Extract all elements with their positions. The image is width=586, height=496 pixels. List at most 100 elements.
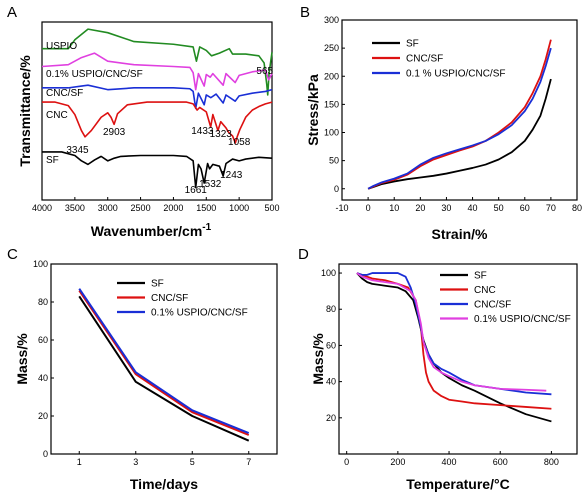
- peak-label: 2903: [103, 127, 126, 138]
- x-tick-label: 400: [442, 457, 457, 467]
- x-tick-label: 70: [546, 203, 556, 213]
- series-line: [356, 272, 552, 396]
- plot-frame: [50, 263, 278, 455]
- legend-label: SF: [406, 39, 419, 50]
- y-tick-label: 300: [324, 15, 339, 25]
- x-tick-label: 0: [344, 457, 349, 467]
- legend-label: CNC/SF: [406, 54, 443, 65]
- y-axis-label: Stress/kPa: [305, 74, 321, 146]
- x-tick-label: 60: [520, 203, 530, 213]
- peak-label: 1243: [220, 170, 243, 181]
- series-line: [367, 78, 552, 190]
- peak-label: 1433: [191, 126, 214, 137]
- x-axis-label: Strain/%: [431, 226, 488, 242]
- x-tick-label: 2500: [131, 203, 151, 213]
- x-tick-label: 3000: [98, 203, 118, 213]
- peak-label: 1661: [185, 185, 208, 196]
- x-axis-label-superscript: -1: [202, 222, 211, 233]
- series-line: [42, 151, 273, 189]
- y-axis-label: Mass/%: [310, 333, 326, 385]
- peak-label: 565: [256, 66, 273, 77]
- series-line: [42, 84, 273, 110]
- series-line: [42, 28, 273, 96]
- panel-letter: D: [298, 246, 309, 263]
- y-tick-label: 40: [326, 377, 336, 387]
- x-tick-label: 4000: [32, 203, 52, 213]
- series-label: CNC: [46, 110, 68, 121]
- y-axis-label: Mass/%: [14, 333, 30, 385]
- series-label: USPIO: [46, 41, 77, 52]
- x-tick-label: -10: [335, 203, 348, 213]
- series-line: [356, 272, 552, 410]
- legend-label: CNC/SF: [474, 300, 511, 311]
- x-tick-label: 1000: [229, 203, 249, 213]
- peak-label: 1532: [199, 179, 222, 190]
- x-tick-label: 5: [190, 457, 195, 467]
- panel-b: -10 0 10 20 30 40 50 60 70 80 0 50 100 150 200 250 300 SF…: [300, 4, 582, 242]
- y-tick-label: 20: [326, 413, 336, 423]
- legend-label: SF: [151, 279, 164, 290]
- x-tick-label: 20: [415, 203, 425, 213]
- y-tick-label: 200: [324, 71, 339, 81]
- series-line: [356, 272, 552, 423]
- series-label: CNC/SF: [46, 88, 83, 99]
- x-axis-label: Time/days: [130, 476, 198, 492]
- plot-frame: [338, 263, 578, 455]
- plot-frame: [41, 21, 273, 201]
- y-tick-label: 100: [33, 259, 48, 269]
- panel-a: 4000 3500 3000 2500 2000 1500 1000 500 USPIO 0.1%…: [7, 4, 280, 239]
- peak-label: 1323: [210, 129, 233, 140]
- y-axis-label: Transmittance/%: [17, 55, 33, 167]
- series-line: [367, 47, 552, 190]
- x-tick-label: 0: [366, 203, 371, 213]
- y-tick-label: 60: [326, 340, 336, 350]
- y-tick-label: 60: [38, 335, 48, 345]
- legend-label: 0.1% USPIO/CNC/SF: [474, 314, 571, 325]
- x-axis-label-unit: °C: [494, 476, 510, 492]
- legend-label: 0.1 % USPIO/CNC/SF: [406, 69, 505, 80]
- legend-label: CNC: [474, 285, 496, 296]
- legend-label: 0.1% USPIO/CNC/SF: [151, 308, 248, 319]
- plot-frame: [341, 19, 578, 201]
- x-tick-label: 30: [441, 203, 451, 213]
- panel-letter: A: [7, 4, 17, 21]
- series-line: [42, 101, 273, 144]
- series-line: [78, 290, 250, 436]
- x-tick-label: 50: [494, 203, 504, 213]
- peak-label: 3345: [66, 145, 89, 156]
- y-tick-label: 100: [324, 128, 339, 138]
- series-label: SF: [46, 155, 59, 166]
- x-tick-label: 40: [468, 203, 478, 213]
- x-tick-label: 800: [544, 457, 559, 467]
- series-line: [356, 272, 547, 392]
- y-tick-label: 0: [43, 449, 48, 459]
- panel-c: 1 3 5 7 0 20 40 60 80 100 SF CNC/SF 0.1% USPIO/CNC/S…: [7, 246, 278, 492]
- x-tick-label: 1500: [196, 203, 216, 213]
- x-tick-label: 600: [493, 457, 508, 467]
- y-tick-label: 80: [326, 304, 336, 314]
- panel-d: 0 200 400 600 800 20 40 60 80 100 SF CNC CNC/SF 0.1% …: [298, 246, 578, 492]
- x-tick-label: 3500: [65, 203, 85, 213]
- x-tick-label: 2000: [163, 203, 183, 213]
- y-tick-label: 150: [324, 99, 339, 109]
- y-tick-label: 50: [329, 156, 339, 166]
- x-tick-label: 200: [390, 457, 405, 467]
- series-line: [41, 52, 273, 91]
- panel-letter: B: [300, 4, 310, 21]
- y-tick-label: 80: [38, 297, 48, 307]
- x-tick-label: 3: [133, 457, 138, 467]
- y-tick-label: 250: [324, 43, 339, 53]
- y-tick-label: 40: [38, 373, 48, 383]
- legend-label: CNC/SF: [151, 293, 188, 304]
- y-tick-label: 100: [321, 268, 336, 278]
- y-tick-label: 20: [38, 411, 48, 421]
- peak-label: 1058: [228, 137, 251, 148]
- panel-letter: C: [7, 246, 18, 263]
- series-label: 0.1% USPIO/CNC/SF: [46, 69, 143, 80]
- x-tick-label: 7: [246, 457, 251, 467]
- series-line: [367, 39, 552, 190]
- x-axis-label: Wavenumber/cm-1: [91, 222, 212, 239]
- x-tick-label: 500: [264, 203, 279, 213]
- x-tick-label: 1: [77, 457, 82, 467]
